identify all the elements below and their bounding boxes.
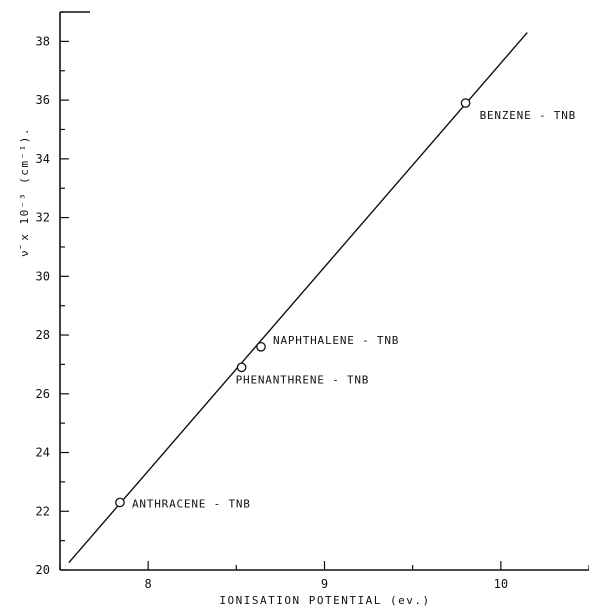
x-tick-label: 10 <box>494 577 508 591</box>
data-point <box>236 362 247 373</box>
y-axis-label: ν̄ x 10⁻³ (cm⁻¹). <box>18 127 31 257</box>
y-tick-label: 20 <box>36 563 50 577</box>
y-tick-label: 28 <box>36 328 50 342</box>
y-tick-label: 32 <box>36 211 50 225</box>
y-tick-label: 26 <box>36 387 50 401</box>
x-axis-label: IONISATION POTENTIAL (ev.) <box>219 594 430 607</box>
y-tick-label: 36 <box>36 93 50 107</box>
y-tick-label: 22 <box>36 504 50 518</box>
y-tick-label: 30 <box>36 269 50 283</box>
x-tick-label: 9 <box>321 577 328 591</box>
fit-line-group <box>68 32 528 564</box>
data-point-label: ANTHRACENE - TNB <box>132 497 251 510</box>
y-tick-label: 38 <box>36 34 50 48</box>
data-point-label: BENZENE - TNB <box>480 109 576 122</box>
y-tick-label: 34 <box>36 152 50 166</box>
data-point <box>460 98 471 108</box>
data-point <box>256 341 266 352</box>
plot-axes: 20 22 24 26 28 30 32 34 36 38 8 9 10 <box>36 11 589 591</box>
data-point-label: NAPHTHALENE - TNB <box>273 334 399 347</box>
data-point <box>115 497 125 508</box>
data-point-label: PHENANTHRENE - TNB <box>236 373 370 386</box>
y-tick-label: 24 <box>36 446 50 460</box>
data-points: ANTHRACENE - TNB PHENANTHRENE - TNB NAPHTH… <box>115 98 576 510</box>
x-tick-label: 8 <box>145 577 152 591</box>
fit-line <box>68 32 528 564</box>
